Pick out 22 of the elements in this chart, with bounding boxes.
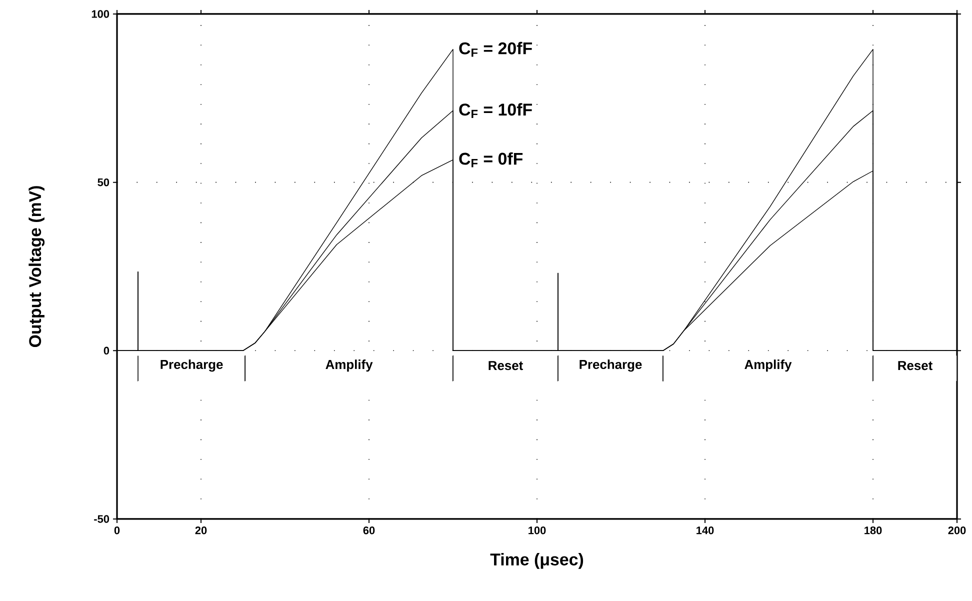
series-label: C$_{F}$ = 0fF <box>459 152 523 168</box>
series-label: C$_{F}$ = 20fF <box>459 42 532 57</box>
y-tick-label: 50 <box>98 178 110 186</box>
band-label: Reset <box>488 361 523 370</box>
x-axis-title: Time (μsec) <box>490 553 584 569</box>
y-tick-label: 100 <box>92 10 110 18</box>
x-tick-label: 140 <box>696 526 714 534</box>
x-tick-label: 100 <box>528 526 546 534</box>
x-tick-label: 60 <box>363 526 375 534</box>
x-tick-label: 200 <box>948 526 966 534</box>
y-axis-title: Output Voltage (mV) <box>28 186 45 348</box>
band-label: Precharge <box>580 360 642 372</box>
series-label: C$_{F}$ = 10fF <box>459 103 532 118</box>
band-label: Amplify <box>326 360 373 372</box>
x-tick-label: 0 <box>114 526 120 534</box>
x-tick-label: 180 <box>864 526 882 534</box>
band-label: Precharge <box>160 360 223 372</box>
band-label: Amplify <box>744 360 792 372</box>
band-label: Reset <box>898 361 932 370</box>
x-tick-label: 20 <box>195 526 207 534</box>
y-tick-label: -50 <box>94 515 110 523</box>
y-tick-label: 0 <box>104 346 110 355</box>
